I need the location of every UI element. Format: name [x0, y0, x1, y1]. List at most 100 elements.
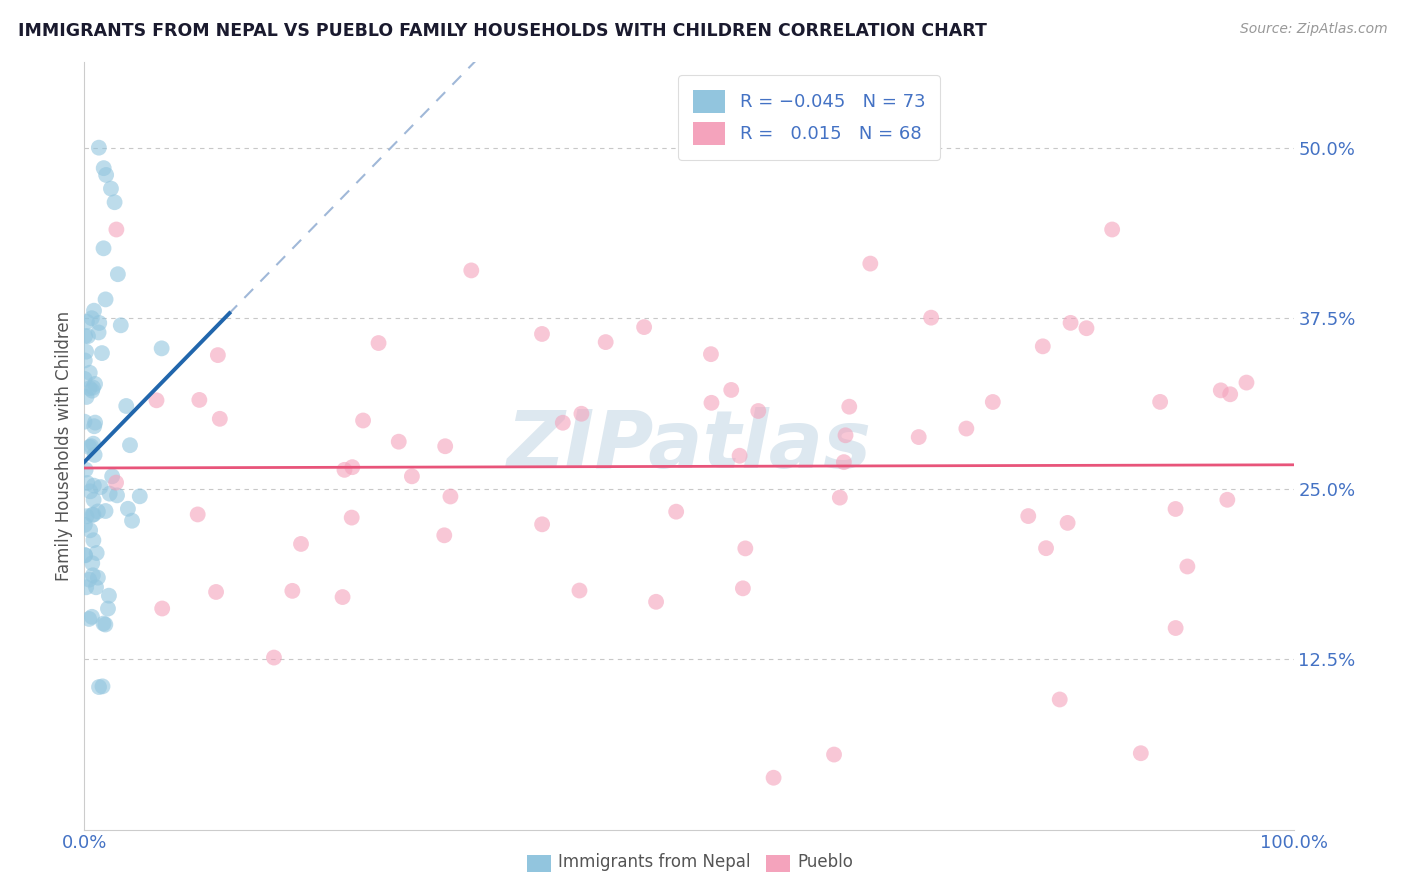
Point	[110, 318, 132, 333]
Point	[77, 329, 100, 343]
Point	[1216, 492, 1239, 507]
Point	[75, 329, 97, 343]
Point	[83, 492, 105, 507]
Point	[955, 421, 977, 435]
Point	[828, 491, 851, 505]
Point	[530, 326, 553, 341]
Point	[700, 396, 723, 410]
Point	[115, 399, 138, 413]
Point	[76, 475, 98, 490]
Point	[94, 504, 117, 518]
Point	[205, 585, 228, 599]
Point	[77, 612, 100, 626]
Point	[82, 533, 104, 548]
Point	[208, 412, 231, 426]
Point	[207, 348, 229, 362]
Point	[80, 311, 103, 326]
Point	[747, 404, 769, 418]
Text: Source: ZipAtlas.com: Source: ZipAtlas.com	[1240, 22, 1388, 37]
Point	[433, 528, 456, 542]
Point	[145, 393, 167, 408]
Point	[1017, 509, 1039, 524]
Point	[595, 335, 617, 350]
Point	[83, 303, 105, 318]
Point	[150, 601, 173, 615]
Point	[290, 537, 312, 551]
Point	[633, 320, 655, 334]
Point	[1209, 384, 1232, 398]
Point	[551, 416, 574, 430]
Point	[87, 571, 110, 585]
Point	[94, 293, 117, 307]
Point	[87, 326, 110, 340]
Point	[75, 549, 97, 563]
Point	[73, 372, 96, 386]
Point	[188, 392, 211, 407]
Point	[101, 469, 124, 483]
Point	[82, 381, 104, 395]
Point	[121, 514, 143, 528]
Point	[87, 680, 110, 694]
Point	[1236, 376, 1258, 390]
Point	[87, 504, 110, 518]
Point	[82, 568, 104, 582]
Point	[84, 580, 107, 594]
Point	[93, 616, 115, 631]
Point	[834, 428, 856, 442]
Point	[73, 353, 96, 368]
Point	[150, 342, 173, 356]
Point	[89, 316, 111, 330]
Point	[105, 475, 128, 490]
Point	[79, 366, 101, 380]
Point	[76, 315, 98, 329]
Point	[79, 381, 101, 395]
Point	[87, 141, 110, 155]
Point	[568, 583, 591, 598]
Point	[920, 310, 942, 325]
Point	[734, 541, 756, 556]
Point	[728, 449, 751, 463]
Point	[128, 489, 150, 503]
Point	[1164, 502, 1187, 516]
Point	[571, 407, 593, 421]
Point	[75, 580, 97, 594]
Point	[1056, 516, 1078, 530]
Point	[75, 463, 97, 477]
Point	[100, 181, 122, 195]
Point	[263, 650, 285, 665]
Point	[94, 168, 117, 182]
Point	[434, 439, 457, 453]
Point	[80, 609, 103, 624]
Point	[332, 590, 354, 604]
Point	[118, 438, 141, 452]
Point	[762, 771, 785, 785]
Point	[1032, 339, 1054, 353]
Point	[80, 439, 103, 453]
Point	[907, 430, 929, 444]
Point	[89, 480, 111, 494]
Point	[981, 395, 1004, 409]
Point	[82, 384, 104, 398]
Point	[73, 517, 96, 532]
Point	[439, 490, 461, 504]
Point	[1049, 692, 1071, 706]
Point	[73, 415, 96, 429]
Point	[79, 484, 101, 499]
Point	[1035, 541, 1057, 556]
Point	[93, 161, 115, 175]
Point	[281, 583, 304, 598]
Point	[97, 589, 120, 603]
Point	[700, 347, 723, 361]
Point	[75, 509, 97, 524]
Point	[1177, 559, 1199, 574]
Point	[367, 336, 389, 351]
Text: Pueblo: Pueblo	[797, 853, 853, 871]
Point	[665, 505, 688, 519]
Point	[86, 546, 108, 560]
Point	[105, 222, 128, 236]
Point	[645, 595, 668, 609]
Point	[117, 501, 139, 516]
Point	[1059, 316, 1081, 330]
Point	[832, 455, 855, 469]
Point	[94, 617, 117, 632]
